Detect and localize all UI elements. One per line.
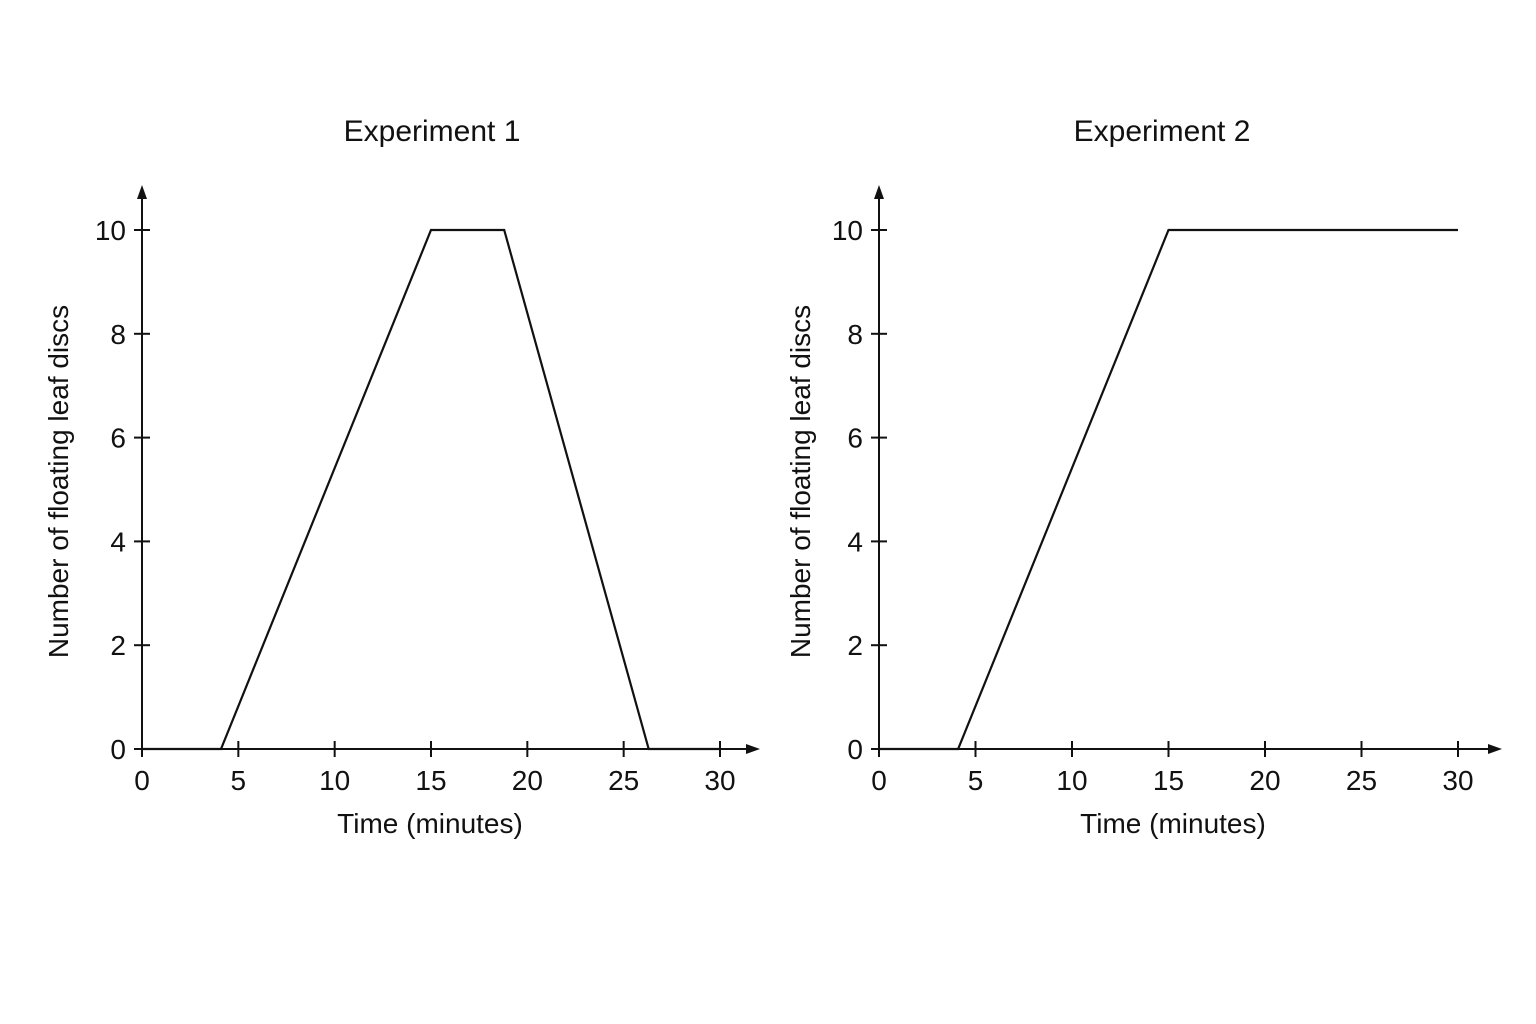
x-tick-label: 20 [1249, 765, 1280, 796]
x-tick-label: 10 [1056, 765, 1087, 796]
series-line [142, 228, 720, 751]
y-axis-label: Number of floating leaf discs [785, 305, 816, 658]
y-axis-arrow [137, 185, 147, 199]
y-tick-label: 6 [110, 423, 126, 454]
y-axis-label: Number of floating leaf discs [43, 305, 74, 658]
y-tick-label: 0 [110, 734, 126, 765]
y-axis-arrow [874, 185, 884, 199]
y-tick-label: 8 [847, 319, 863, 350]
x-tick-label: 30 [1442, 765, 1473, 796]
x-tick-label: 25 [1346, 765, 1377, 796]
chart-title: Experiment 2 [1074, 115, 1251, 148]
series-line [879, 228, 1458, 751]
x-tick-label: 25 [608, 765, 639, 796]
y-tick-label: 2 [847, 630, 863, 661]
y-tick-label: 4 [847, 526, 863, 557]
y-tick-label: 6 [847, 423, 863, 454]
y-tick-label: 4 [110, 526, 126, 557]
chart-1: Experiment 1 0 5 10 15 20 25 30 0 2 4 6 8 10 Time (min… [43, 115, 760, 839]
x-tick-label: 15 [1153, 765, 1184, 796]
x-tick-label: 30 [704, 765, 735, 796]
y-tick-label: 2 [110, 630, 126, 661]
x-tick-label: 5 [231, 765, 247, 796]
x-tick-label: 0 [134, 765, 150, 796]
y-tick-label: 8 [110, 319, 126, 350]
y-tick-label: 10 [95, 215, 126, 246]
x-tick-label: 15 [415, 765, 446, 796]
x-axis-label: Time (minutes) [1080, 808, 1266, 839]
chart-2: Experiment 2 0 5 10 15 20 25 30 0 2 4 6 8 10 Time (min… [785, 115, 1502, 839]
x-tick-label: 0 [871, 765, 887, 796]
y-tick-label: 10 [832, 215, 863, 246]
x-axis-arrow [1488, 744, 1502, 754]
chart-title: Experiment 1 [344, 115, 521, 148]
x-tick-label: 10 [319, 765, 350, 796]
x-tick-label: 5 [968, 765, 984, 796]
y-tick-label: 0 [847, 734, 863, 765]
x-axis-arrow [746, 744, 760, 754]
x-axis-label: Time (minutes) [337, 808, 523, 839]
x-tick-label: 20 [512, 765, 543, 796]
